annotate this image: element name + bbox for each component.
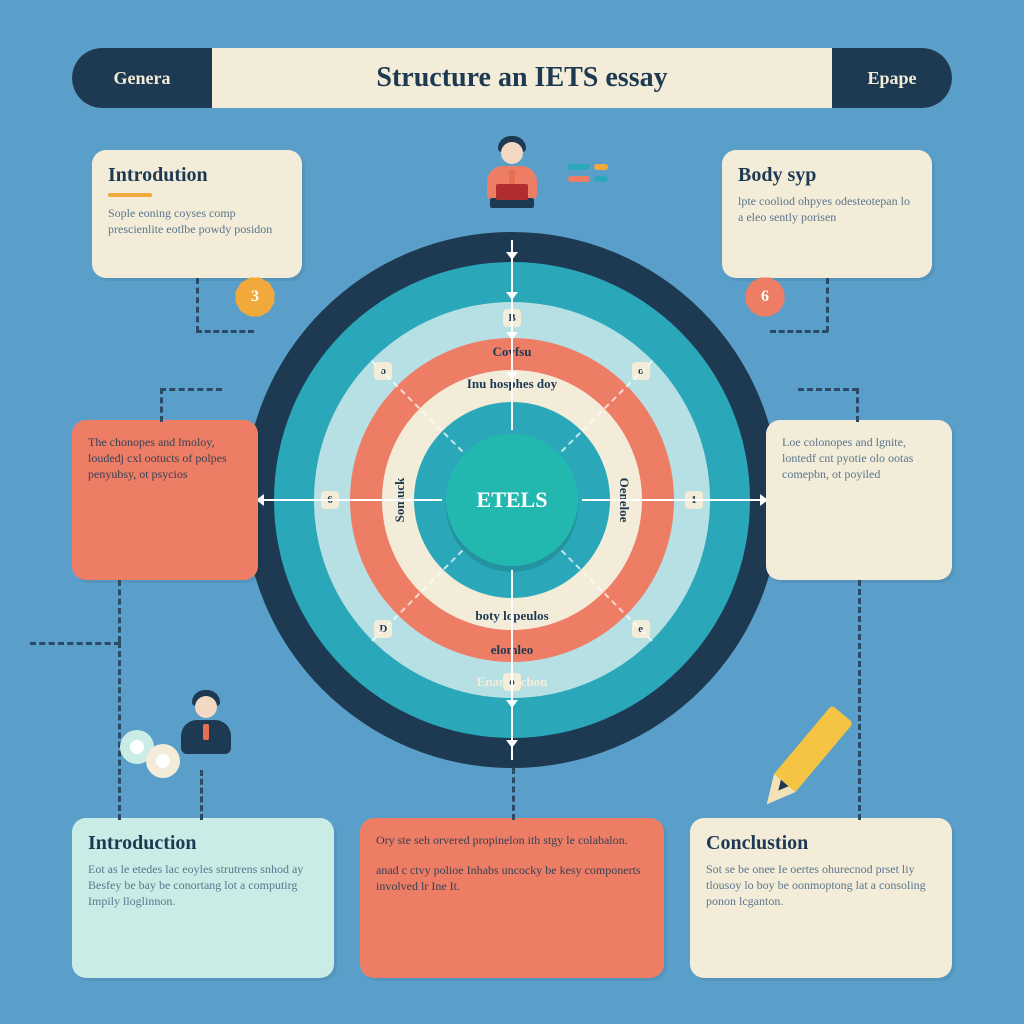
card-mid-left: The chonopes and lmoloy, loudedj cxl oot…	[72, 420, 258, 580]
card-body: Ory ste seh orvered propinelon ith stgy …	[376, 832, 648, 848]
card-body: The chonopes and lmoloy, loudedj cxl oot…	[88, 434, 242, 483]
card-body: Sople eoning coyses comp prescienlite eo…	[108, 205, 286, 237]
card-body: Sot se be onee Ie oertes ohurecnod prset…	[706, 861, 936, 910]
person-left-icon	[176, 694, 236, 764]
card-body: lpte cooliod ohpyes odesteotepan lo a el…	[738, 193, 916, 225]
card-intro-bottom: Introduction Eot as le etedes lac eoyles …	[72, 818, 334, 978]
accent-dash	[568, 164, 590, 170]
card-title: Conclustion	[706, 832, 936, 855]
card-body: Eot as le etedes lac eoyles strutrens sn…	[88, 861, 318, 910]
card-title: Introdution	[108, 164, 286, 187]
accent-dash	[594, 164, 608, 170]
card-body-top: Body syp lpte cooliod ohpyes odesteotepan…	[722, 150, 932, 278]
accent-dash	[568, 176, 590, 182]
header-right-text: Epape	[867, 68, 916, 89]
card-center-bottom: Ory ste seh orvered propinelon ith stgy …	[360, 818, 664, 978]
card-title: Body syp	[738, 164, 916, 187]
person-top-icon	[482, 140, 542, 210]
center-label: ETELS	[446, 434, 578, 566]
card-title: Introduction	[88, 832, 318, 855]
header-left-text: Genera	[114, 68, 171, 89]
card-body: Loe colonopes and lgnite, lontedf cnt py…	[782, 434, 936, 483]
card-conclusion: Conclustion Sot se be onee Ie oertes ohur…	[690, 818, 952, 978]
header-pill-left: Genera	[72, 48, 212, 108]
accent-dash	[594, 176, 608, 182]
badge-left: 3	[238, 280, 272, 314]
header-pill-right: Epape	[832, 48, 952, 108]
badge-right: 6	[748, 280, 782, 314]
header-bar: Genera Structure an IETS essay Epape	[72, 48, 952, 108]
gear-icon-2	[146, 744, 180, 778]
card-mid-right: Loe colonopes and lgnite, lontedf cnt py…	[766, 420, 952, 580]
card-intro-top: Introdution Sople eoning coyses comp pres…	[92, 150, 302, 278]
header-title: Structure an IETS essay	[212, 62, 832, 94]
